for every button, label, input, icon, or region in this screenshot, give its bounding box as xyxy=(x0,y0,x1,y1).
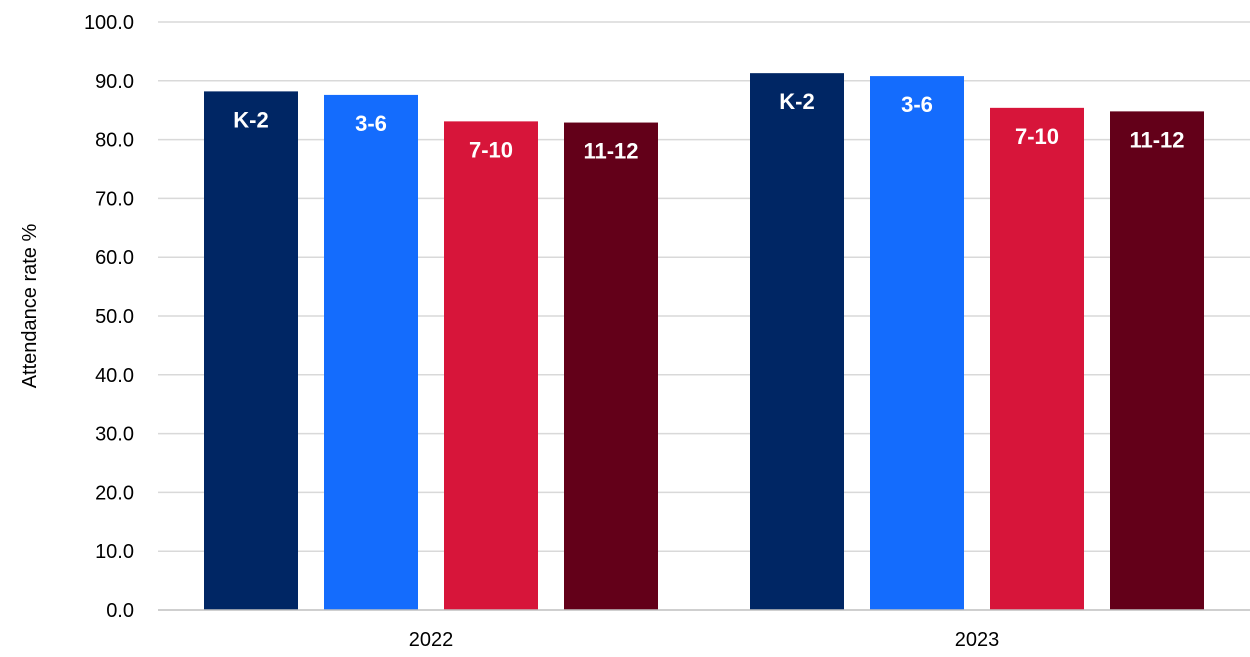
bar-labels: K-2 3-6 7-10 11-12 K-2 3-6 7-10 11-12 xyxy=(233,89,1184,163)
bar-7-10-2022 xyxy=(444,121,538,610)
y-tick-label: 100.0 xyxy=(84,12,134,34)
bar-11-12-2022 xyxy=(564,122,658,610)
bar-3-6-2023 xyxy=(870,76,964,610)
y-tick-label: 90.0 xyxy=(95,71,134,93)
bar-label: 11-12 xyxy=(583,139,638,164)
y-tick-label: 60.0 xyxy=(95,247,134,269)
bar-label: 11-12 xyxy=(1129,127,1184,152)
bar-3-6-2022 xyxy=(324,94,418,611)
bar-11-12-2023 xyxy=(1110,111,1204,610)
y-tick-label: 40.0 xyxy=(95,365,134,387)
y-axis-title: Attendance rate % xyxy=(19,224,41,389)
bar-label: 7-10 xyxy=(469,137,513,162)
bar-K-2-2023 xyxy=(750,73,844,610)
bars xyxy=(204,73,1204,611)
x-category-label: 2022 xyxy=(409,629,454,651)
y-tick-label: 50.0 xyxy=(95,306,134,328)
y-tick-label: 0.0 xyxy=(106,600,134,622)
bar-label: K-2 xyxy=(779,89,814,114)
bar-7-10-2023 xyxy=(990,107,1084,611)
x-axis-category-labels: 2022 2023 xyxy=(409,629,1000,651)
y-tick-label: 80.0 xyxy=(95,130,134,152)
x-category-label: 2023 xyxy=(955,629,1000,651)
bar-label: 7-10 xyxy=(1015,124,1059,149)
bar-label: 3-6 xyxy=(355,111,387,136)
gridlines xyxy=(158,21,1250,552)
y-tick-label: 30.0 xyxy=(95,424,134,446)
y-tick-label: 20.0 xyxy=(95,482,134,504)
y-axis-tick-labels: 0.0 10.0 20.0 30.0 40.0 50.0 60.0 70.0 80.0 90.0 1… xyxy=(84,12,134,622)
bar-label: 3-6 xyxy=(901,92,933,117)
y-tick-label: 10.0 xyxy=(95,541,134,563)
y-tick-label: 70.0 xyxy=(95,188,134,210)
bar-label: K-2 xyxy=(233,107,268,132)
bar-K-2-2022 xyxy=(204,91,298,610)
